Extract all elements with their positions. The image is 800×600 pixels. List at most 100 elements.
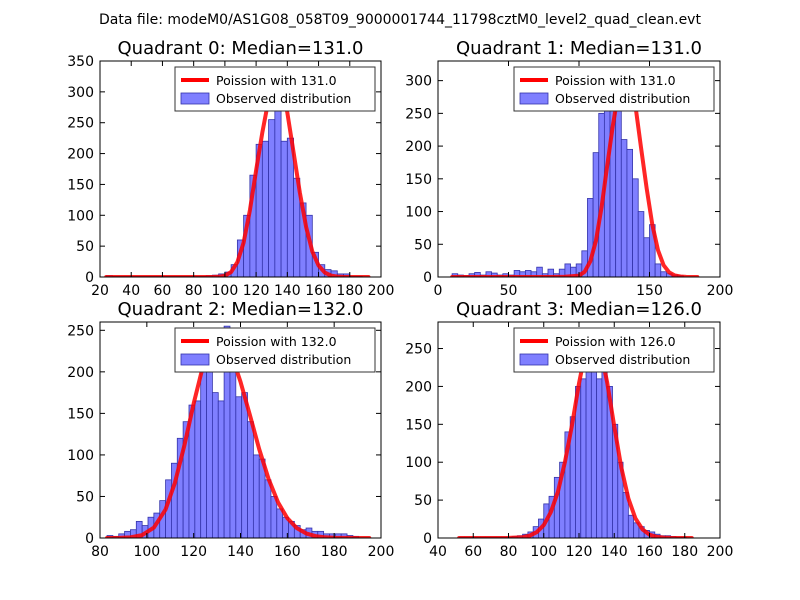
- x-tick-label: 100: [212, 283, 239, 299]
- y-tick-label: 300: [405, 74, 432, 90]
- x-tick-label: 60: [464, 544, 482, 560]
- quadrant-1-chart: Quadrant 1: Median=131.0 0 50 100 150 200 0 50 1…: [405, 38, 733, 299]
- quadrant-3-chart: Quadrant 3: Median=126.0 40 60 80 100 120 140 1…: [405, 299, 733, 560]
- poisson-curve: [450, 68, 700, 277]
- x-tick-label: 180: [321, 544, 348, 560]
- x-tick-label: 200: [368, 283, 395, 299]
- x-tick-label: 50: [500, 283, 518, 299]
- panel-title: Quadrant 3: Median=126.0: [456, 299, 702, 320]
- y-tick-label: 350: [67, 54, 94, 70]
- y-tick-label: 250: [405, 106, 432, 122]
- x-tick-label: 40: [122, 283, 140, 299]
- x-tick-label: 120: [180, 544, 207, 560]
- y-tick-label: 200: [67, 365, 94, 381]
- legend-hist-label: Observed distribution: [216, 352, 351, 367]
- legend-curve-label: Poission with 131.0: [216, 73, 337, 88]
- x-tick-label: 140: [601, 544, 628, 560]
- y-tick-label: 200: [67, 147, 94, 163]
- histogram-bar: [601, 367, 608, 538]
- histogram-bar: [626, 148, 633, 277]
- y-tick-label: 200: [405, 379, 432, 395]
- legend: Poission with 132.0 Observed distribution: [174, 327, 376, 373]
- y-tick-label: 50: [414, 237, 432, 253]
- histogram-bar: [247, 421, 254, 538]
- histogram-bar: [252, 454, 260, 538]
- x-tick-label: 140: [227, 544, 254, 560]
- legend-hist-label: Observed distribution: [555, 352, 690, 367]
- legend: Poission with 126.0 Observed distribution: [513, 327, 715, 373]
- plot-area: [105, 325, 372, 538]
- histogram-bar: [592, 152, 600, 277]
- histogram-bar: [211, 392, 219, 538]
- histogram-bar: [632, 178, 639, 277]
- legend: Poission with 131.0 Observed distribution: [174, 66, 376, 112]
- y-tick-label: 0: [423, 531, 432, 547]
- legend-curve-label: Poission with 126.0: [555, 334, 676, 349]
- legend: Poission with 131.0 Observed distribution: [513, 66, 715, 112]
- x-tick-label: 160: [636, 544, 663, 560]
- x-tick-label: 40: [429, 544, 447, 560]
- y-tick-label: 100: [67, 208, 94, 224]
- histogram-bar: [235, 396, 243, 538]
- histogram-bar: [585, 355, 592, 538]
- x-tick-label: 150: [636, 283, 663, 299]
- histogram-bar: [590, 363, 598, 538]
- x-tick-label: 200: [368, 544, 395, 560]
- legend-hist-label: Observed distribution: [555, 91, 690, 106]
- quadrant-0-chart: Quadrant 0: Median=131.020 40 60 80 100 120 14…: [67, 38, 394, 299]
- plot-area: [450, 67, 700, 277]
- histogram-bar: [194, 400, 202, 538]
- legend-curve-label: Poission with 131.0: [555, 73, 676, 88]
- y-tick-label: 250: [67, 116, 94, 132]
- quadrant-2-chart: Quadrant 2: Median=132.0 80 100 120 140 160 18…: [67, 299, 394, 560]
- poisson-curve: [105, 336, 372, 538]
- histogram-bar: [596, 378, 603, 538]
- y-tick-label: 150: [67, 177, 94, 193]
- panel-title: Quadrant 1: Median=131.0: [456, 38, 702, 59]
- panel-title: Quadrant 0: Median=131.0: [118, 38, 364, 59]
- y-tick-label: 0: [423, 270, 432, 286]
- x-tick-label: 80: [500, 544, 518, 560]
- legend-hist-swatch: [519, 353, 549, 366]
- y-tick-label: 0: [85, 531, 94, 547]
- x-tick-label: 0: [434, 283, 443, 299]
- plot-area: [104, 69, 371, 277]
- y-tick-label: 50: [76, 239, 94, 255]
- x-tick-label: 200: [707, 544, 734, 560]
- figure-title: Data file: modeM0/AS1G08_058T09_90000017…: [99, 12, 701, 28]
- histogram-bar: [241, 392, 248, 538]
- histogram-bar: [200, 358, 207, 538]
- y-tick-label: 200: [405, 139, 432, 155]
- legend-hist-label: Observed distribution: [216, 91, 351, 106]
- y-tick-label: 100: [67, 448, 94, 464]
- histogram-bar: [261, 140, 270, 277]
- legend-hist-swatch: [180, 353, 210, 366]
- histogram-bar: [217, 400, 225, 538]
- histogram-bar: [660, 271, 667, 277]
- histogram-bar: [206, 367, 213, 538]
- x-tick-label: 60: [154, 283, 172, 299]
- y-tick-label: 100: [405, 455, 432, 471]
- x-tick-label: 120: [566, 544, 593, 560]
- histogram-bar: [620, 139, 628, 277]
- histogram-bar: [637, 211, 645, 277]
- poisson-curve: [104, 77, 371, 277]
- x-tick-label: 140: [274, 283, 301, 299]
- x-tick-label: 200: [707, 283, 734, 299]
- panel-title: Quadrant 2: Median=132.0: [118, 299, 364, 320]
- y-tick-label: 50: [414, 493, 432, 509]
- y-tick-label: 0: [85, 270, 94, 286]
- histogram-bar: [654, 263, 662, 277]
- histogram-bar: [268, 119, 276, 277]
- histogram-bar: [643, 237, 650, 277]
- x-tick-label: 100: [530, 544, 557, 560]
- legend-hist-swatch: [180, 92, 210, 105]
- histogram-bar: [264, 479, 272, 538]
- legend-hist-swatch: [519, 92, 549, 105]
- x-tick-label: 100: [133, 544, 160, 560]
- legend-curve-label: Poission with 132.0: [216, 334, 337, 349]
- x-tick-label: 120: [243, 283, 270, 299]
- y-tick-label: 250: [405, 342, 432, 358]
- x-tick-label: 100: [566, 283, 593, 299]
